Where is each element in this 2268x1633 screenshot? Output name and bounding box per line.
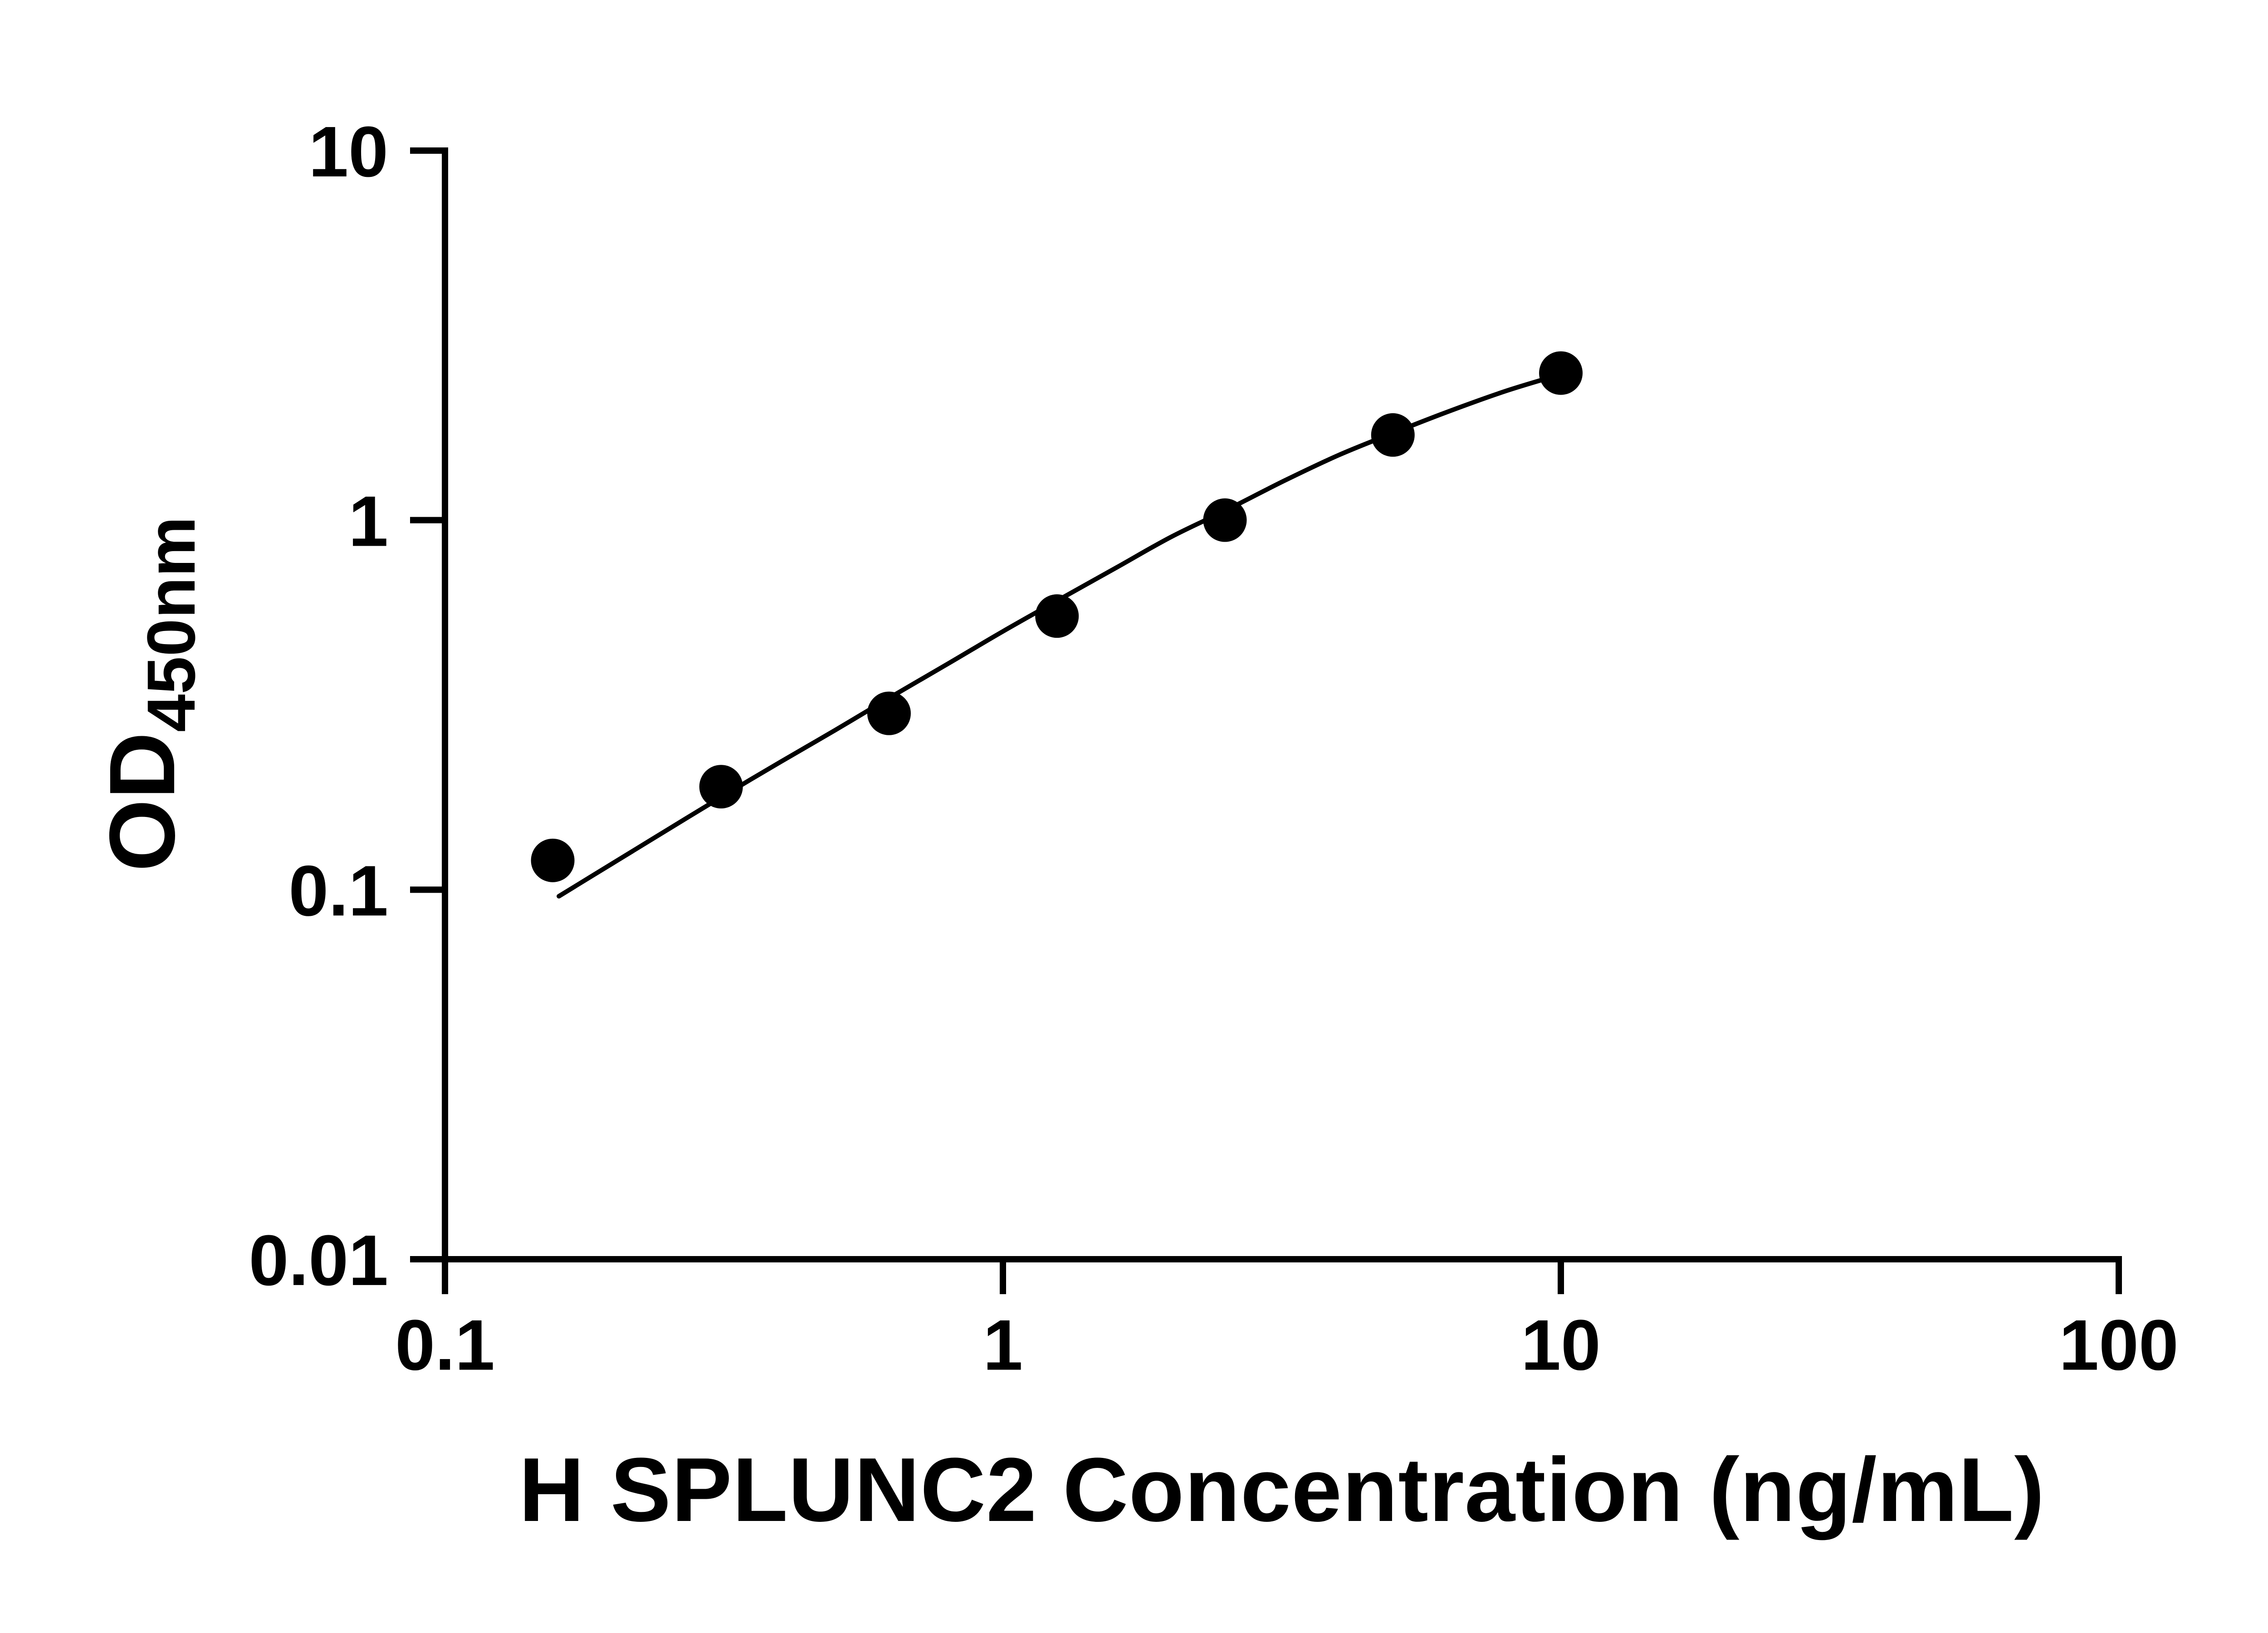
y-axis-title-subscript: 450nm [133,516,209,732]
data-point [867,691,911,735]
y-tick-label: 0.01 [249,1221,388,1301]
x-tick-label: 100 [2059,1305,2179,1385]
y-tick-label: 1 [348,482,388,562]
data-point [699,765,743,809]
data-point [531,838,575,882]
x-tick-label: 1 [983,1305,1023,1385]
y-axis-title-main: OD [90,732,194,872]
data-point [1371,413,1415,457]
y-tick-label: 0.1 [288,851,388,931]
y-tick-label: 10 [308,112,388,192]
x-tick-label: 0.1 [395,1305,495,1385]
axes-spine [442,147,2122,1262]
x-axis-title: H SPLUNC2 Concentration (ng/mL) [518,1439,2045,1540]
y-axis-title: OD450nm [89,517,210,872]
data-point [1539,351,1583,395]
x-tick-label: 10 [1521,1305,1601,1385]
data-point [1035,594,1079,638]
data-point [1203,498,1247,542]
